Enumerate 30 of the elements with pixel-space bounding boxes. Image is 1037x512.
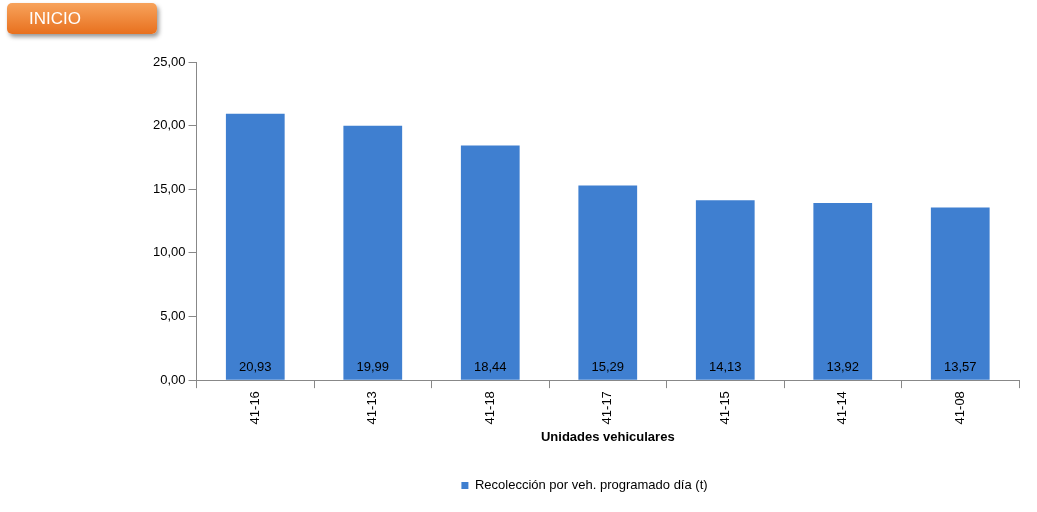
bar xyxy=(343,125,403,380)
y-tick-label: 10,00 xyxy=(152,244,186,260)
x-tick-label: 41-08 xyxy=(951,391,967,425)
bar xyxy=(930,207,990,380)
x-tick-label: 41-13 xyxy=(364,391,380,425)
bar xyxy=(225,113,285,380)
data-label: 20,93 xyxy=(239,359,272,375)
y-tick-label: 0,00 xyxy=(160,371,186,387)
x-tick-label: 41-14 xyxy=(834,391,850,425)
legend-label: Recolección por veh. programado día (t) xyxy=(474,477,708,493)
x-tick-label: 41-17 xyxy=(599,391,615,425)
y-tick-label: 25,00 xyxy=(152,53,186,69)
data-label: 18,44 xyxy=(474,359,507,375)
bar xyxy=(460,145,520,380)
text: INICIO xyxy=(7,3,157,34)
y-tick-label: 15,00 xyxy=(152,180,186,196)
x-tick-label: 41-18 xyxy=(481,391,497,425)
bar xyxy=(813,203,873,380)
y-tick-label: 5,00 xyxy=(160,308,186,324)
x-tick-label: 41-15 xyxy=(716,391,732,425)
y-tick-label: 20,00 xyxy=(152,117,186,133)
x-tick-label: 41-16 xyxy=(246,391,262,425)
bar xyxy=(578,185,638,380)
data-label: 13,92 xyxy=(826,359,860,375)
x-axis-title: Unidades vehiculares xyxy=(540,428,675,444)
data-label: 19,99 xyxy=(356,359,390,375)
bar xyxy=(695,200,755,380)
data-label: 14,13 xyxy=(708,359,742,375)
data-label: 15,29 xyxy=(591,359,625,375)
data-label: 13,57 xyxy=(943,359,977,375)
